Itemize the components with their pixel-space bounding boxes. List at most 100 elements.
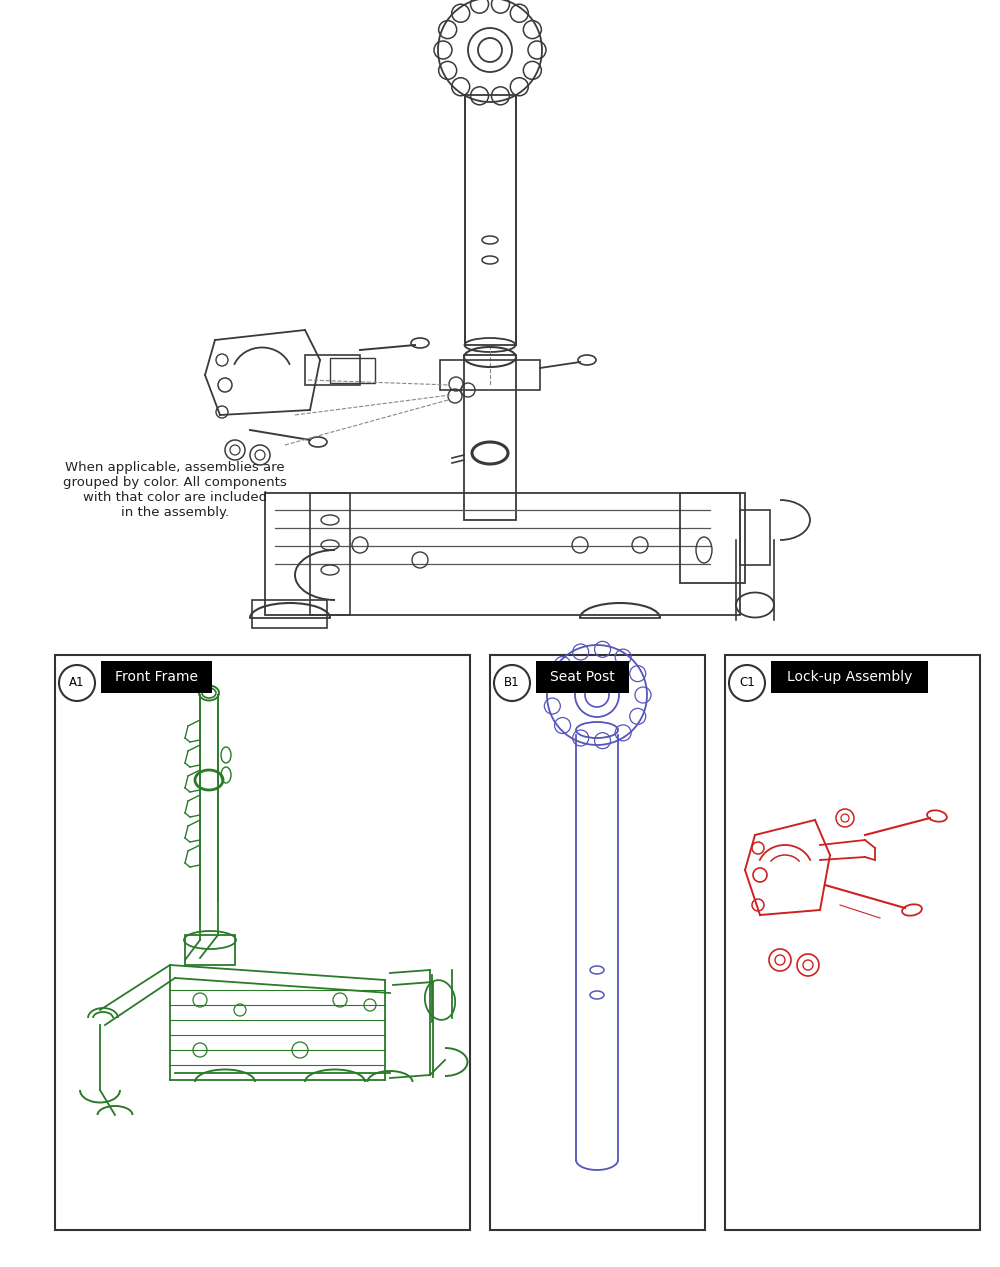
Point [182, 744, 194, 759]
Line: 2 pts: 2 pts [185, 851, 188, 863]
Point [899, 901, 911, 916]
Line: 2 pts: 2 pts [188, 720, 200, 726]
Point [859, 849, 871, 864]
Point [869, 840, 881, 855]
Line: 2 pts: 2 pts [190, 865, 200, 867]
Point [814, 837, 826, 853]
Point [424, 1067, 436, 1082]
Point [869, 853, 881, 868]
Point [184, 759, 196, 774]
Bar [440, 360, 540, 390]
Line: 2 pts: 2 pts [188, 745, 200, 751]
Point [184, 735, 196, 750]
Point [409, 337, 421, 352]
Line: 2 pts: 2 pts [755, 820, 815, 835]
Point [387, 977, 399, 992]
Point [739, 863, 751, 878]
Point [379, 1058, 391, 1073]
Point [424, 963, 436, 978]
Point [182, 793, 194, 808]
Point [182, 793, 194, 808]
Point [444, 388, 456, 403]
Point [574, 611, 586, 626]
Line: 2 pts: 2 pts [185, 863, 190, 867]
Point [814, 853, 826, 868]
Line: 2 pts: 2 pts [185, 775, 188, 788]
Point [424, 1067, 436, 1082]
Point [94, 1082, 106, 1097]
Point [212, 927, 224, 943]
Point [384, 1071, 396, 1086]
Point [442, 393, 454, 408]
Point [304, 432, 316, 447]
Point [299, 322, 311, 337]
Point [182, 718, 194, 734]
Line: 2 pts: 2 pts [100, 1090, 115, 1115]
Line: 2 pts: 2 pts [452, 460, 464, 462]
Line: 2 pts: 2 pts [190, 840, 200, 843]
Point [819, 878, 831, 893]
Point [214, 408, 226, 423]
Point [534, 360, 546, 375]
Line: 2 pts: 2 pts [190, 791, 200, 792]
Point [749, 827, 761, 843]
Point [164, 958, 176, 973]
Point [194, 950, 206, 965]
Point [324, 611, 336, 626]
Line: 2 pts: 2 pts [360, 345, 415, 350]
Point [94, 1017, 106, 1033]
Point [184, 784, 196, 799]
Point [924, 811, 936, 826]
Line: 2 pts: 2 pts [215, 329, 305, 340]
Point [379, 1043, 391, 1058]
Point [212, 927, 224, 943]
Point [194, 787, 206, 802]
Point [194, 837, 206, 853]
Text: A1: A1 [69, 677, 85, 689]
Line: 2 pts: 2 pts [188, 794, 200, 801]
Bar [725, 655, 980, 1230]
Point [194, 933, 206, 948]
Point [194, 933, 206, 948]
Bar [252, 601, 327, 628]
Point [824, 848, 836, 863]
Point [510, 337, 522, 352]
Text: Lock-up Assembly: Lock-up Assembly [787, 670, 912, 684]
Point [164, 958, 176, 973]
Line: 2 pts: 2 pts [200, 935, 218, 958]
Point [869, 840, 881, 855]
Point [704, 538, 716, 554]
Bar [265, 493, 740, 614]
Bar [536, 661, 629, 693]
Point [164, 1043, 176, 1058]
Point [304, 403, 316, 418]
Point [179, 830, 191, 845]
Line: 2 pts: 2 pts [185, 837, 190, 843]
Bar [101, 661, 212, 693]
Bar [185, 935, 235, 965]
Text: When applicable, assemblies are
grouped by color. All components
with that color: When applicable, assemblies are grouped … [63, 461, 287, 519]
Point [194, 912, 206, 927]
Point [209, 332, 221, 347]
Point [164, 1028, 176, 1043]
Point [199, 367, 211, 383]
Point [446, 450, 458, 465]
Point [184, 859, 196, 874]
Point [212, 892, 224, 907]
Point [184, 759, 196, 774]
Line: 2 pts: 2 pts [185, 726, 188, 737]
Point [814, 902, 826, 917]
Point [269, 521, 281, 536]
Point [427, 1069, 439, 1085]
Point [179, 780, 191, 796]
Point [379, 997, 391, 1012]
Point [730, 612, 742, 627]
Line: 2 pts: 2 pts [393, 982, 433, 984]
Point [182, 768, 194, 783]
Point [179, 780, 191, 796]
Bar [740, 511, 770, 565]
Point [184, 810, 196, 825]
Line: 2 pts: 2 pts [745, 835, 755, 870]
Line: 2 pts: 2 pts [820, 856, 865, 860]
Point [179, 806, 191, 821]
